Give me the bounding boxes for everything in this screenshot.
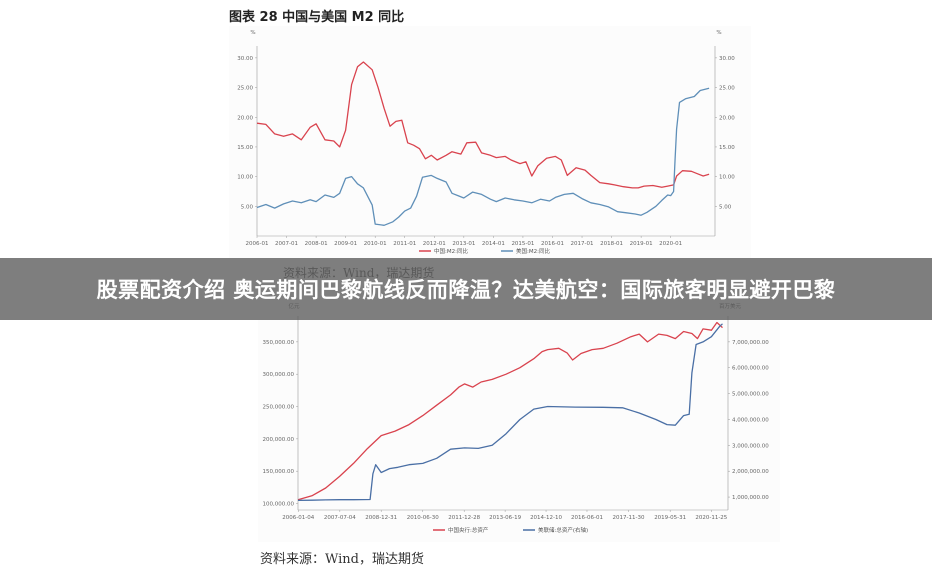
x-tick-label: 2020-01 (659, 241, 682, 247)
legend-label: 美国:M2:同比 (516, 247, 550, 255)
x-tick-label: 2006-01-04 (282, 515, 314, 521)
x-tick-label: 2019-05-31 (654, 515, 686, 521)
y-tick-label-left: 15.00 (237, 145, 253, 151)
x-tick-label: 2006-01 (246, 241, 269, 247)
y-tick-label-right: 2,000,000.00 (732, 469, 769, 475)
chart-2-source: 资料来源：Wind，瑞达期货 (260, 552, 424, 567)
x-tick-label: 2014-12-10 (530, 515, 562, 521)
y-tick-label-right: 3,000,000.00 (732, 443, 769, 449)
y-tick-label-right: 5,000,000.00 (732, 392, 769, 398)
y-tick-label-right: 6,000,000.00 (732, 366, 769, 372)
y-tick-label-right: 15.00 (719, 145, 735, 151)
x-tick-label: 2009-01 (334, 241, 357, 247)
y-tick-label-left: 30.00 (237, 56, 253, 62)
y-tick-label-left: 25.00 (237, 86, 253, 92)
x-tick-label: 2019-01 (630, 241, 653, 247)
y-tick-label-right: 4,000,000.00 (732, 417, 769, 423)
chart-central-bank-assets: 亿元百万美元350,000.00300,000.00250,000.00200,… (258, 300, 780, 542)
legend-label: 中国:M2:同比 (434, 247, 468, 255)
y-tick-label-left: 20.00 (237, 115, 253, 121)
x-tick-label: 2018-01 (600, 241, 623, 247)
x-tick-label: 2017-01 (571, 241, 594, 247)
headline-banner: 股票配资介绍 奥运期间巴黎航线反而降温？达美航空：国际旅客明显避开巴黎 (0, 258, 932, 320)
y-tick-label-right: 20.00 (719, 115, 735, 121)
x-tick-label: 2011-12-28 (448, 515, 480, 521)
y-unit-right: % (716, 30, 721, 36)
x-tick-label: 2014-01 (482, 241, 505, 247)
headline-text: 股票配资介绍 奥运期间巴黎航线反而降温？达美航空：国际旅客明显避开巴黎 (96, 278, 836, 302)
y-tick-label-right: 25.00 (719, 86, 735, 92)
y-tick-label-right: 7,000,000.00 (732, 340, 769, 346)
y-tick-label-left: 350,000.00 (263, 340, 295, 346)
x-tick-label: 2011-01 (393, 241, 416, 247)
y-tick-label-right: 30.00 (719, 56, 735, 62)
series-line-china-m2 (256, 61, 710, 189)
x-tick-label: 2010-01 (364, 241, 387, 247)
chart-1-background (229, 26, 751, 260)
y-tick-label-left: 150,000.00 (263, 469, 295, 475)
y-tick-label-left: 100,000.00 (263, 502, 295, 508)
x-tick-label: 2013-06-19 (489, 515, 521, 521)
y-tick-label-left: 10.00 (237, 175, 253, 181)
y-tick-label-right: 10.00 (719, 175, 735, 181)
x-tick-label: 2007-07-04 (324, 515, 356, 521)
y-unit-left: % (250, 30, 255, 36)
x-tick-label: 2015-01 (511, 241, 534, 247)
x-tick-label: 2007-01 (275, 241, 298, 247)
x-tick-label: 2008-01 (305, 241, 328, 247)
x-tick-label: 2020-11-25 (695, 515, 727, 521)
x-tick-label: 2008-12-31 (365, 515, 397, 521)
y-tick-label-left: 5.00 (241, 204, 254, 210)
series-line-pboc-assets (297, 321, 723, 501)
x-tick-label: 2013-01 (452, 241, 475, 247)
x-tick-label: 2010-06-30 (407, 515, 439, 521)
x-tick-label: 2016-01 (541, 241, 564, 247)
legend-label: 美联储:总资产(右轴) (538, 526, 588, 534)
series-line-fed-assets (297, 323, 723, 502)
x-tick-label: 2016-06-01 (571, 515, 603, 521)
x-tick-label: 2017-11-30 (612, 515, 644, 521)
y-tick-label-right: 5.00 (719, 204, 732, 210)
x-tick-label: 2012-01 (423, 241, 446, 247)
y-tick-label-left: 200,000.00 (263, 437, 295, 443)
chart-1-title: 图表 28 中国与美国 M2 同比 (229, 10, 405, 25)
y-tick-label-right: 1,000,000.00 (732, 495, 769, 501)
y-tick-label-left: 300,000.00 (263, 372, 295, 378)
chart-m2-yoy: % % 30.00 30.00 25.00 25.00 20.00 20.00 15.00 15.… (229, 26, 751, 260)
series-line-us-m2 (256, 87, 710, 226)
y-tick-label-left: 250,000.00 (263, 405, 295, 411)
legend-label: 中国央行:总资产 (448, 526, 489, 534)
